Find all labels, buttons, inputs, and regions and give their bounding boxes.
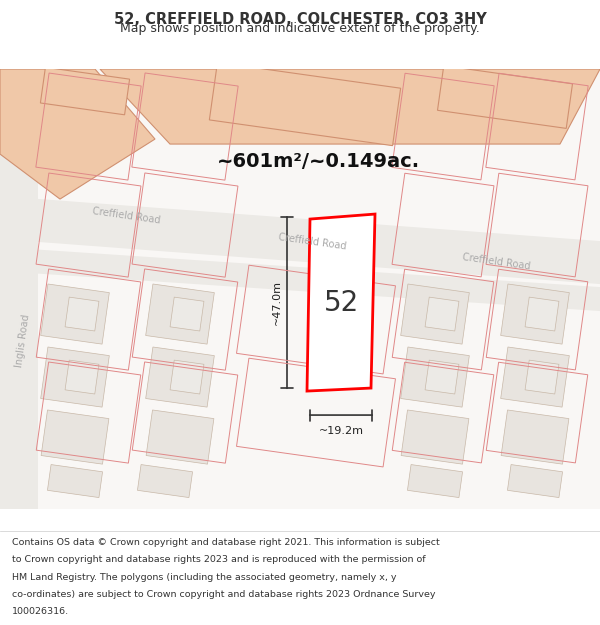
Polygon shape — [525, 360, 559, 394]
Text: ~47.0m: ~47.0m — [272, 280, 282, 325]
Polygon shape — [0, 69, 38, 509]
Polygon shape — [407, 464, 463, 498]
Polygon shape — [0, 196, 600, 284]
Polygon shape — [65, 297, 99, 331]
Polygon shape — [40, 68, 130, 115]
Polygon shape — [170, 360, 204, 394]
Polygon shape — [401, 410, 469, 464]
Polygon shape — [41, 347, 109, 407]
Polygon shape — [100, 69, 600, 144]
Polygon shape — [425, 360, 459, 394]
Polygon shape — [170, 297, 204, 331]
Polygon shape — [508, 464, 563, 498]
Polygon shape — [425, 297, 459, 331]
Polygon shape — [501, 410, 569, 464]
Polygon shape — [47, 464, 103, 498]
Text: 52: 52 — [323, 289, 359, 317]
Polygon shape — [209, 62, 401, 146]
Polygon shape — [146, 410, 214, 464]
Polygon shape — [500, 347, 569, 407]
Polygon shape — [307, 214, 375, 391]
Polygon shape — [525, 297, 559, 331]
Polygon shape — [146, 347, 214, 407]
Polygon shape — [41, 410, 109, 464]
Polygon shape — [500, 284, 569, 344]
Polygon shape — [65, 360, 99, 394]
Text: Creffield Road: Creffield Road — [92, 206, 161, 226]
Polygon shape — [137, 464, 193, 498]
Polygon shape — [146, 284, 214, 344]
Polygon shape — [401, 347, 469, 407]
Text: co-ordinates) are subject to Crown copyright and database rights 2023 Ordnance S: co-ordinates) are subject to Crown copyr… — [12, 590, 436, 599]
Text: Contains OS data © Crown copyright and database right 2021. This information is : Contains OS data © Crown copyright and d… — [12, 538, 440, 547]
Polygon shape — [437, 66, 572, 128]
Text: ~601m²/~0.149ac.: ~601m²/~0.149ac. — [217, 151, 419, 171]
Text: Creffield Road: Creffield Road — [278, 232, 347, 252]
Polygon shape — [0, 247, 600, 311]
Polygon shape — [0, 69, 155, 199]
Text: ~19.2m: ~19.2m — [319, 426, 364, 436]
Text: Creffield Road: Creffield Road — [462, 253, 531, 272]
Text: Map shows position and indicative extent of the property.: Map shows position and indicative extent… — [120, 22, 480, 35]
Polygon shape — [41, 284, 109, 344]
Text: HM Land Registry. The polygons (including the associated geometry, namely x, y: HM Land Registry. The polygons (includin… — [12, 572, 397, 581]
Polygon shape — [401, 284, 469, 344]
Text: Inglis Road: Inglis Road — [14, 314, 32, 368]
Text: 100026316.: 100026316. — [12, 608, 69, 616]
Text: to Crown copyright and database rights 2023 and is reproduced with the permissio: to Crown copyright and database rights 2… — [12, 555, 425, 564]
Text: 52, CREFFIELD ROAD, COLCHESTER, CO3 3HY: 52, CREFFIELD ROAD, COLCHESTER, CO3 3HY — [113, 12, 487, 27]
